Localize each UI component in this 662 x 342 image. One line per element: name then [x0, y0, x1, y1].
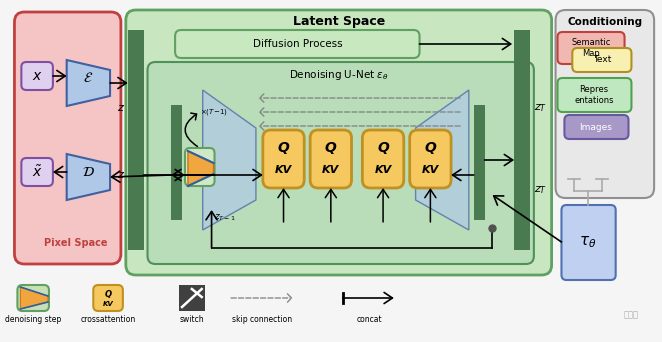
- Polygon shape: [21, 287, 48, 309]
- Text: $\tilde{x}$: $\tilde{x}$: [32, 164, 42, 180]
- Text: switch: switch: [179, 315, 204, 324]
- Polygon shape: [67, 154, 110, 200]
- Polygon shape: [416, 90, 469, 230]
- Text: $\mathcal{E}$: $\mathcal{E}$: [83, 71, 93, 85]
- FancyBboxPatch shape: [557, 78, 632, 112]
- Text: Q: Q: [277, 141, 289, 155]
- Text: concat: concat: [356, 315, 382, 324]
- Bar: [474, 105, 485, 220]
- FancyBboxPatch shape: [185, 148, 214, 186]
- FancyBboxPatch shape: [148, 62, 534, 264]
- Text: z: z: [117, 103, 123, 113]
- Text: Q: Q: [424, 141, 436, 155]
- Text: Latent Space: Latent Space: [293, 15, 385, 28]
- Text: Semantic
Map: Semantic Map: [571, 38, 611, 58]
- Bar: [179, 285, 205, 311]
- Text: Q: Q: [377, 141, 389, 155]
- Bar: [514, 30, 530, 250]
- FancyBboxPatch shape: [21, 158, 53, 186]
- Text: $\tau_\theta$: $\tau_\theta$: [579, 234, 597, 250]
- Text: Images: Images: [579, 122, 612, 132]
- FancyBboxPatch shape: [561, 205, 616, 280]
- FancyBboxPatch shape: [175, 30, 420, 58]
- FancyBboxPatch shape: [126, 10, 551, 275]
- Text: skip connection: skip connection: [232, 315, 292, 324]
- Polygon shape: [188, 151, 214, 186]
- Text: Conditioning: Conditioning: [567, 17, 642, 27]
- FancyBboxPatch shape: [21, 62, 53, 90]
- Polygon shape: [203, 90, 256, 230]
- Text: Diffusion Process: Diffusion Process: [252, 39, 342, 49]
- Text: KV: KV: [322, 165, 340, 175]
- Text: Q: Q: [105, 289, 112, 299]
- Text: $\times(T\!-\!1)$: $\times(T\!-\!1)$: [200, 107, 228, 117]
- FancyBboxPatch shape: [263, 130, 305, 188]
- FancyBboxPatch shape: [557, 32, 624, 64]
- FancyBboxPatch shape: [310, 130, 352, 188]
- Text: KV: KV: [275, 165, 292, 175]
- Text: $z_T$: $z_T$: [534, 102, 547, 114]
- Text: crossattention: crossattention: [81, 315, 136, 324]
- Bar: [171, 105, 182, 220]
- Text: $z_{T-1}$: $z_{T-1}$: [214, 213, 236, 223]
- FancyBboxPatch shape: [17, 285, 49, 311]
- Bar: [128, 30, 144, 250]
- Text: 量子位: 量子位: [624, 311, 638, 319]
- Text: Repres
entations: Repres entations: [574, 85, 614, 105]
- FancyBboxPatch shape: [555, 10, 654, 198]
- FancyBboxPatch shape: [15, 12, 121, 264]
- Text: denoising step: denoising step: [5, 315, 62, 324]
- FancyBboxPatch shape: [410, 130, 451, 188]
- FancyBboxPatch shape: [565, 115, 628, 139]
- Text: Q: Q: [325, 141, 337, 155]
- FancyBboxPatch shape: [573, 48, 632, 72]
- Text: Pixel Space: Pixel Space: [44, 238, 107, 248]
- Text: KV: KV: [422, 165, 439, 175]
- Text: $z_T$: $z_T$: [534, 184, 547, 196]
- Text: KV: KV: [375, 165, 392, 175]
- Text: $x$: $x$: [32, 69, 42, 83]
- Text: Text: Text: [592, 55, 611, 65]
- Text: Denoising U-Net $\epsilon_\theta$: Denoising U-Net $\epsilon_\theta$: [289, 68, 389, 82]
- FancyBboxPatch shape: [93, 285, 123, 311]
- Text: z: z: [117, 170, 123, 180]
- Polygon shape: [67, 60, 110, 106]
- Text: KV: KV: [103, 301, 113, 307]
- FancyBboxPatch shape: [362, 130, 404, 188]
- Text: $\mathcal{D}$: $\mathcal{D}$: [82, 165, 95, 179]
